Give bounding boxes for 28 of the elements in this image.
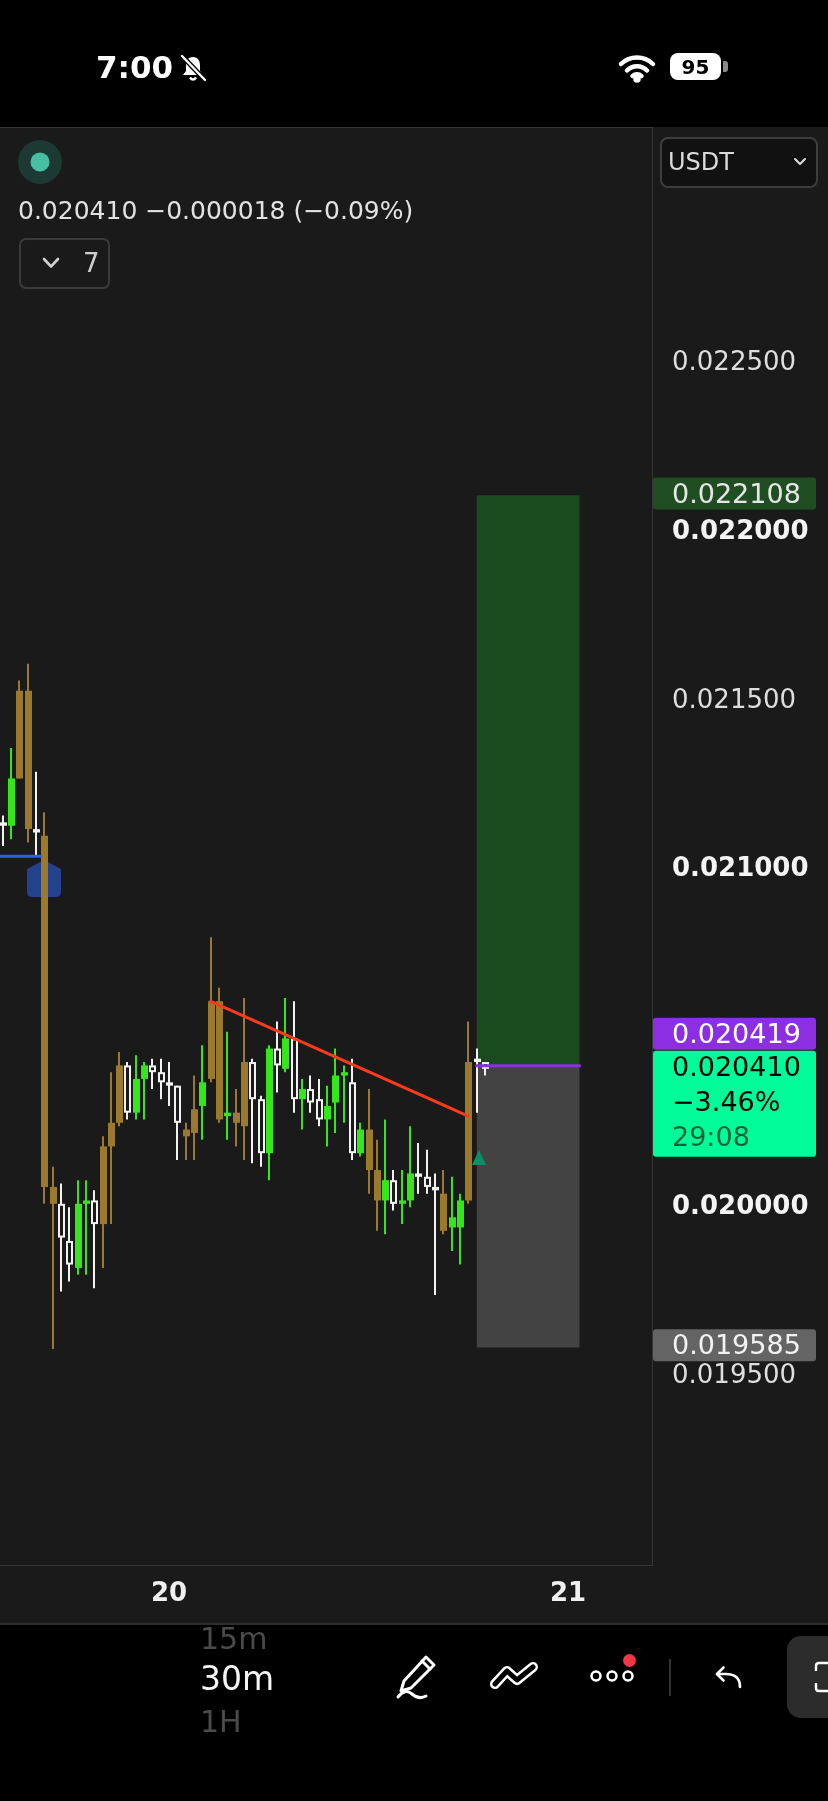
text: 7:00 xyxy=(96,48,174,86)
text: 0.020419 xyxy=(672,1017,801,1049)
y-tick-label: 0.022500 xyxy=(672,346,797,377)
text: −3.46% xyxy=(672,1085,781,1117)
candlestick xyxy=(83,1180,90,1275)
text: 95 xyxy=(670,54,721,79)
annotation: 7 xyxy=(83,248,100,279)
candlestick xyxy=(166,1062,173,1106)
text: 0.020410 −0.000018 (−0.09%) xyxy=(18,196,414,226)
text: 0.019585 xyxy=(672,1329,801,1361)
text: 0.022108 xyxy=(672,477,801,509)
text: 29:08 xyxy=(672,1120,750,1152)
y-tick-label: 0.021500 xyxy=(672,683,797,714)
text: USDT xyxy=(668,148,734,177)
candlestick xyxy=(415,1143,422,1194)
text: 1H xyxy=(200,1704,242,1740)
x-tick-label: 20 xyxy=(150,1577,188,1608)
text: 30m xyxy=(200,1659,275,1699)
y-tick-label: 0.019500 xyxy=(672,1358,797,1389)
y-tick-label: 0.021000 xyxy=(672,852,809,883)
candlestick xyxy=(341,1065,348,1123)
text: 15m xyxy=(200,1621,268,1657)
y-tick-label: 0.020000 xyxy=(672,1189,809,1220)
x-tick-label: 21 xyxy=(549,1577,587,1608)
y-tick-label: 0.022000 xyxy=(672,514,809,545)
candlestick xyxy=(399,1170,406,1225)
candlestick xyxy=(50,1166,57,1349)
text: 0.020410 xyxy=(672,1050,801,1082)
